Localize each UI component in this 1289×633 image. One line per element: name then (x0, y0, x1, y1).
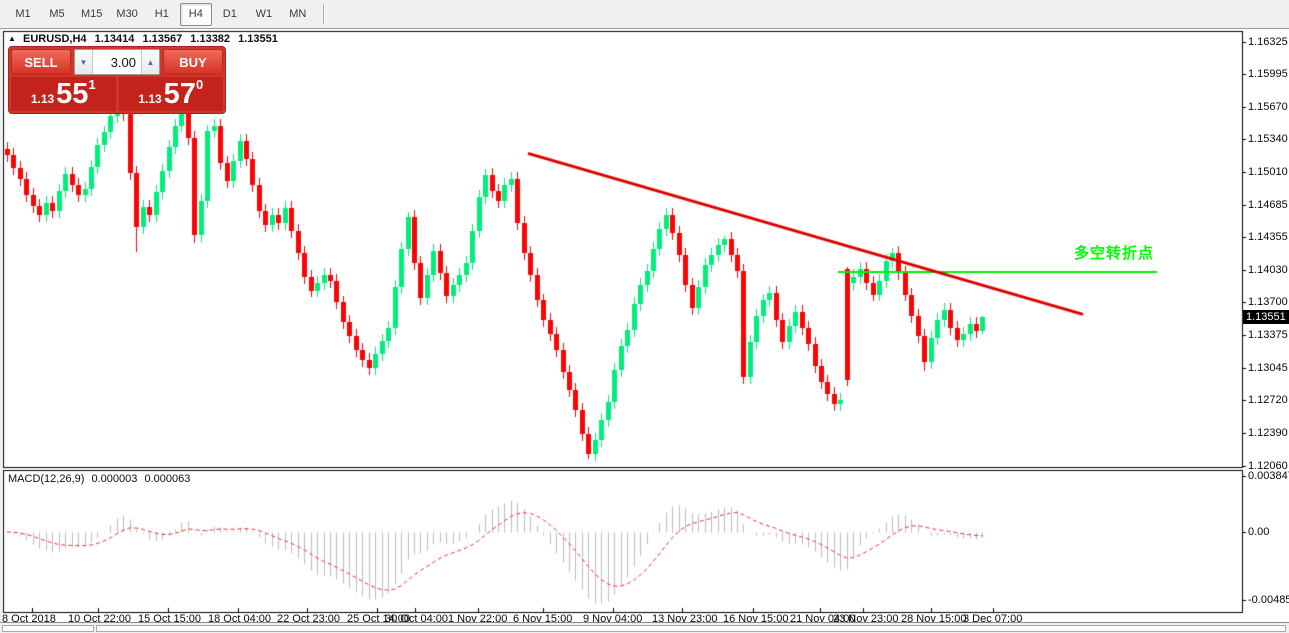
tf-button-d1[interactable]: D1 (222, 8, 237, 20)
price-axis-label: 1.15010 (1248, 166, 1288, 178)
volume-increase-button[interactable]: ▲ (141, 50, 159, 74)
ohlc-open: 1.13414 (94, 33, 135, 45)
buy-button[interactable]: BUY (163, 49, 223, 75)
ohlc-close: 1.13551 (238, 33, 278, 45)
price-axis-label: 1.12390 (1248, 427, 1288, 439)
buy-price-pip: 0 (195, 77, 204, 92)
macd-axis-label: 0.003847 (1248, 470, 1289, 482)
tf-button-m15[interactable]: M15 (81, 8, 103, 20)
macd-main-value: 0.000003 (91, 473, 138, 485)
sell-price-display[interactable]: 1.13 55 1 (11, 77, 116, 111)
sell-price-pip: 1 (88, 77, 96, 92)
price-axis-label: 1.14685 (1248, 199, 1288, 211)
tf-button-m5[interactable]: M5 (49, 8, 65, 20)
buy-price-display[interactable]: 1.13 57 0 (118, 77, 223, 111)
volume-input[interactable] (93, 50, 141, 74)
macd-axis-label: -0.004856 (1248, 594, 1289, 606)
price-axis-label: 1.12720 (1248, 394, 1288, 406)
chevron-up-icon: ▲ (146, 57, 155, 67)
sell-button[interactable]: SELL (11, 49, 71, 75)
bottom-strip (0, 622, 1289, 633)
symbol-period: EURUSD,H4 (22, 33, 87, 45)
one-click-trading-panel: SELL ▼ ▲ BUY 1.13 55 1 1.13 57 0 (8, 46, 226, 114)
price-axis-label: 1.15670 (1248, 101, 1288, 113)
price-axis-label: 1.13045 (1248, 362, 1288, 374)
ohlc-low: 1.13382 (190, 33, 231, 45)
chart-tab[interactable] (2, 625, 94, 632)
sell-price-digits: 55 (56, 78, 89, 110)
macd-name: MACD(12,26,9) (8, 473, 85, 485)
ohlc-high: 1.13567 (142, 33, 183, 45)
tf-button-m30[interactable]: M30 (116, 8, 138, 20)
price-axis-label: 1.14355 (1248, 231, 1288, 243)
macd-header: MACD(12,26,9) 0.000003 0.000063 (8, 473, 194, 485)
expand-triangle-icon: ▲ (8, 34, 16, 43)
timeframe-toolbar: M1 M5 M15 M30 H1 H4 D1 W1 MN (0, 0, 1289, 29)
price-axis-label: 1.16325 (1248, 36, 1288, 48)
buy-price-digits: 57 (163, 78, 196, 110)
turning-point-annotation: 多空转折点 (1074, 245, 1155, 262)
current-price-tag: 1.13551 (1243, 310, 1289, 324)
chevron-down-icon: ▼ (79, 57, 88, 67)
tf-button-h1[interactable]: H1 (154, 8, 169, 20)
price-axis-label: 1.12060 (1248, 460, 1288, 472)
tf-button-w1[interactable]: W1 (255, 8, 273, 20)
tf-button-h4[interactable]: H4 (179, 2, 212, 26)
volume-decrease-button[interactable]: ▼ (75, 50, 93, 74)
price-axis-label: 1.15340 (1248, 133, 1288, 145)
toolbar-separator (322, 4, 325, 24)
price-axis-label: 1.15995 (1248, 68, 1288, 80)
tf-button-mn[interactable]: MN (289, 8, 307, 20)
macd-axis-label: 0.00 (1248, 526, 1270, 538)
chart-header: ▲ EURUSD,H4 1.13414 1.13567 1.13382 1.13… (8, 33, 283, 45)
tf-button-m1[interactable]: M1 (15, 8, 31, 20)
price-axis-label: 1.13375 (1248, 329, 1288, 341)
buy-price-prefix: 1.13 (138, 92, 162, 106)
volume-stepper: ▼ ▲ (74, 49, 160, 75)
price-axis-label: 1.14030 (1248, 264, 1288, 276)
tab-bar (96, 625, 1286, 632)
sell-price-prefix: 1.13 (30, 92, 55, 106)
price-axis-label: 1.13700 (1248, 296, 1288, 308)
macd-signal-value: 0.000063 (144, 473, 191, 485)
